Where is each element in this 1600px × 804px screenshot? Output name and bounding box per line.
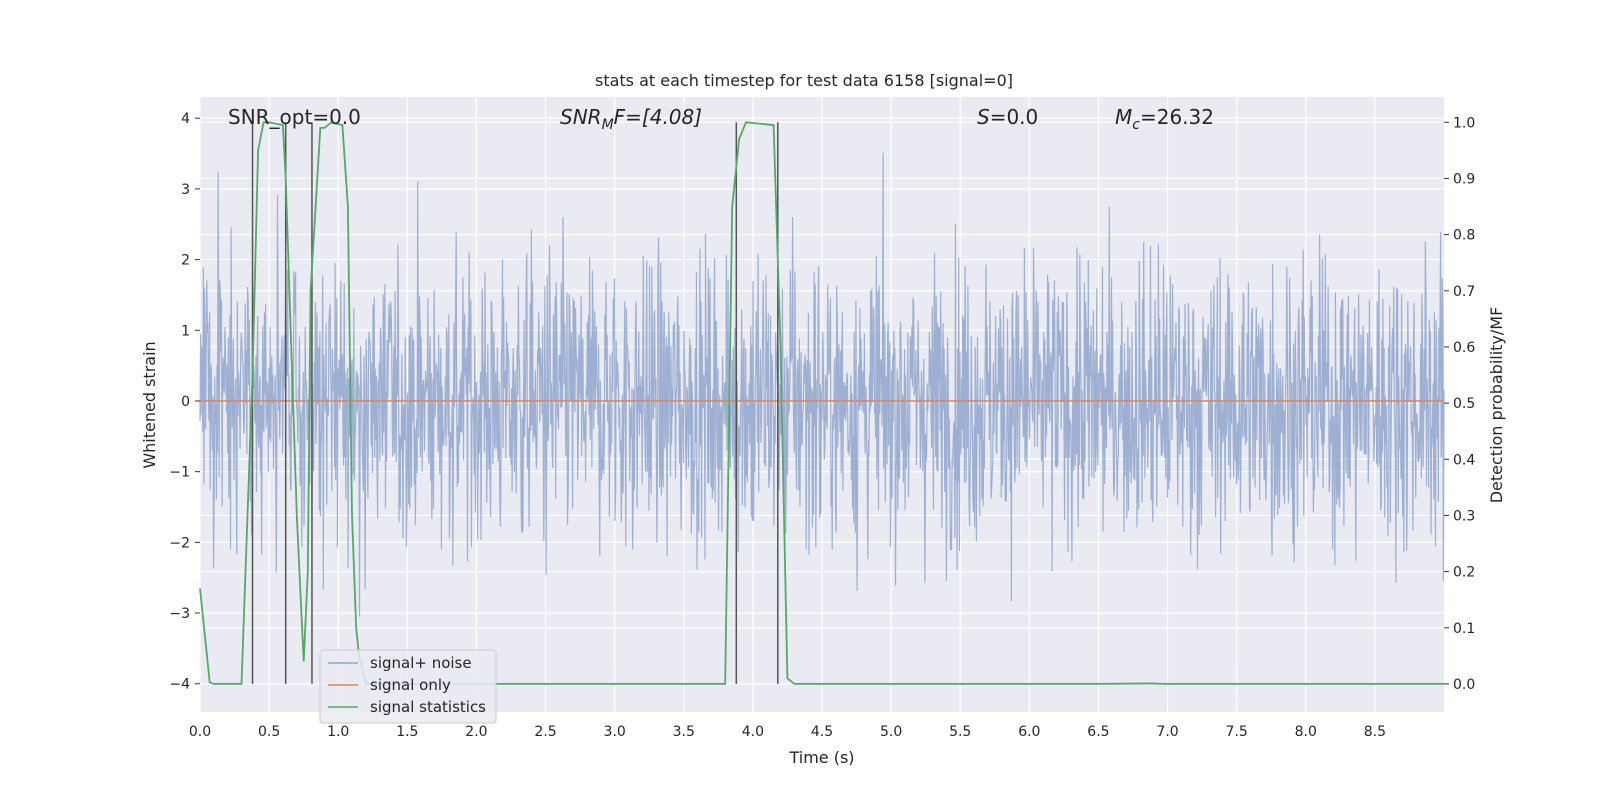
annotation-snr-mf: SNRMF=[4.08]	[560, 105, 702, 133]
y-tick-label-right: 0.0	[1453, 677, 1475, 693]
mc-subscript: c	[1132, 117, 1140, 133]
marker-lines	[251, 122, 779, 684]
x-tick-label: 6.0	[1018, 724, 1040, 740]
annotation-s: S=0.0	[977, 105, 1038, 129]
y-tick-label-left: 1	[181, 323, 190, 339]
signal-statistics-series	[199, 121, 1444, 685]
snr-mf-value: F=[4.08]	[614, 105, 702, 129]
mc-value: =26.32	[1140, 105, 1214, 129]
x-tick-label: 5.5	[949, 724, 971, 740]
snr-mf-symbol: SNR	[560, 105, 602, 129]
y-tick-label-right: 0.9	[1453, 171, 1475, 187]
x-tick-label: 0.0	[189, 724, 211, 740]
y-tick-label-right: 0.8	[1453, 228, 1475, 244]
signal-statistics-line	[199, 121, 1444, 685]
legend-label-noise: signal+ noise	[370, 654, 472, 672]
y-axis-label-right: Detection probability/MF	[1487, 307, 1506, 504]
mc-symbol: M	[1115, 105, 1132, 129]
y-axis-label-left: Whitened strain	[140, 341, 159, 468]
x-tick-label: 0.5	[258, 724, 280, 740]
x-tick-label: 3.0	[604, 724, 626, 740]
y-tick-label-right: 1.0	[1453, 115, 1475, 131]
signal-noise-line	[199, 152, 1445, 617]
y-tick-label-right: 0.7	[1453, 284, 1475, 300]
legend: signal+ noise signal only signal statist…	[319, 649, 497, 724]
legend-box	[319, 649, 497, 724]
annotation-mc: Mc=26.32	[1115, 105, 1214, 133]
y-tick-label-left: 4	[181, 111, 190, 127]
x-axis-ticks: 0.0 0.5 1.0 1.5 2.0 2.5 3.0 3.5 4.0 4.5 5.0 5.5 6.0 6…	[189, 724, 1386, 740]
y-tick-label-right: 0.5	[1453, 396, 1475, 412]
s-symbol: S	[977, 105, 990, 129]
right-axis-ticks: 1.0 0.9 0.8 0.7 0.6 0.5 0.4 0.3 0.2 0.1 0.0	[1444, 115, 1475, 693]
signal-noise-series	[199, 152, 1445, 617]
x-tick-label: 2.5	[534, 724, 556, 740]
chart-title: stats at each timestep for test data 615…	[595, 71, 1013, 90]
y-tick-label-right: 0.3	[1453, 508, 1475, 524]
x-tick-label: 1.5	[396, 724, 418, 740]
y-tick-label-right: 0.2	[1453, 565, 1475, 581]
x-tick-label: 1.0	[327, 724, 349, 740]
y-tick-label-right: 0.1	[1453, 621, 1475, 637]
x-axis-label: Time (s)	[788, 748, 854, 767]
y-tick-label-right: 0.4	[1453, 452, 1475, 468]
legend-label-stats: signal statistics	[370, 698, 486, 716]
x-tick-label: 5.0	[880, 724, 902, 740]
y-tick-label-left: 3	[181, 182, 190, 198]
y-tick-label-left: −3	[169, 606, 190, 622]
x-tick-label: 7.5	[1226, 724, 1248, 740]
x-tick-label: 8.5	[1364, 724, 1386, 740]
x-tick-label: 8.0	[1295, 724, 1317, 740]
y-tick-label-left: 0	[181, 394, 190, 410]
annotation-snr-opt: SNR_opt=0.0	[228, 105, 361, 129]
snr-mf-subscript: M	[602, 117, 614, 133]
y-tick-label-left: −2	[169, 535, 190, 551]
x-tick-label: 3.5	[673, 724, 695, 740]
x-tick-label: 7.0	[1156, 724, 1178, 740]
legend-label-signal: signal only	[370, 676, 451, 694]
y-tick-label-left: 2	[181, 253, 190, 269]
s-value: =0.0	[990, 105, 1039, 129]
y-tick-label-left: −1	[169, 465, 190, 481]
y-tick-label-right: 0.6	[1453, 340, 1475, 356]
x-tick-label: 4.5	[811, 724, 833, 740]
x-tick-label: 2.0	[465, 724, 487, 740]
left-axis-ticks: 4 3 2 1 0 −1 −2 −3 −4	[169, 111, 200, 693]
y-tick-label-left: −4	[169, 677, 190, 693]
x-tick-label: 4.0	[742, 724, 764, 740]
x-tick-label: 6.5	[1087, 724, 1109, 740]
